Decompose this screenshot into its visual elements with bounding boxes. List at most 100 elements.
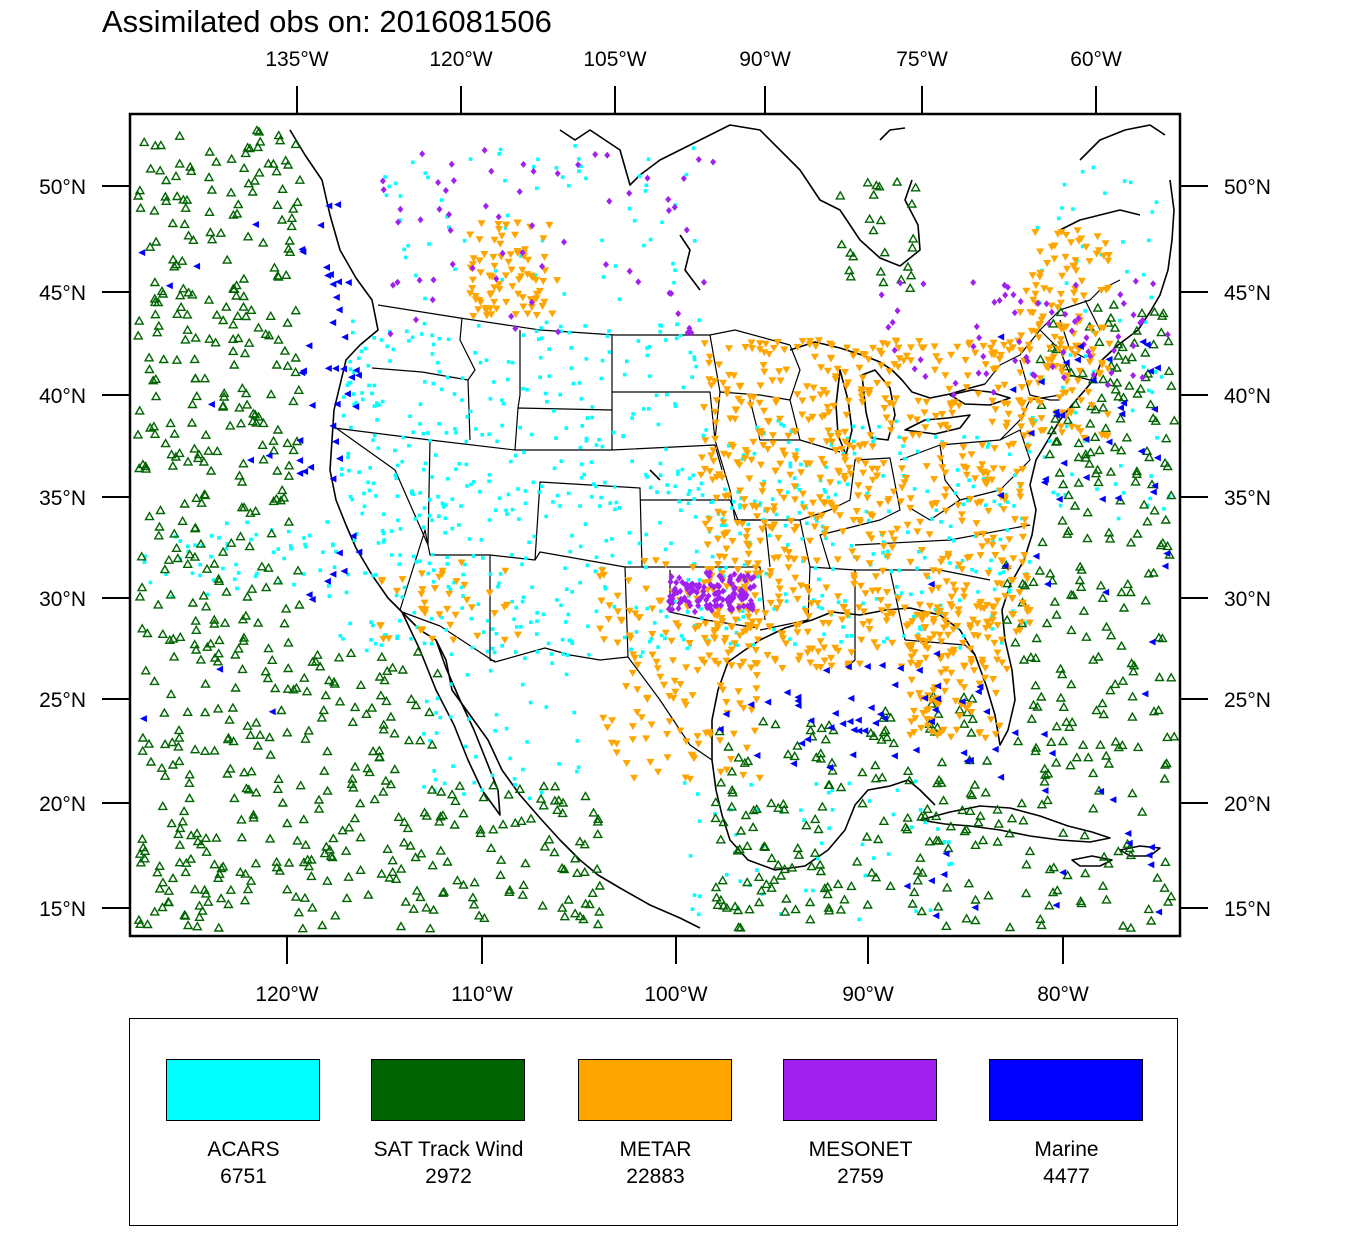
station-marker <box>379 338 384 342</box>
station-marker <box>1090 468 1102 478</box>
station-marker <box>809 499 817 507</box>
station-marker <box>1025 380 1034 388</box>
station-marker <box>698 894 702 898</box>
station-marker <box>1115 333 1122 341</box>
station-marker <box>149 675 160 686</box>
station-marker <box>751 660 760 667</box>
station-marker <box>380 186 387 194</box>
station-marker <box>1036 691 1047 701</box>
station-marker <box>663 636 667 641</box>
station-marker <box>1003 400 1012 408</box>
station-marker <box>411 554 416 559</box>
station-marker <box>347 773 358 783</box>
station-marker <box>756 382 765 390</box>
station-marker <box>421 525 426 530</box>
station-marker <box>417 570 426 578</box>
station-marker <box>722 699 731 706</box>
station-marker <box>612 740 621 748</box>
station-marker <box>1023 608 1032 616</box>
station-marker <box>713 624 722 632</box>
station-marker <box>919 590 924 595</box>
station-marker <box>138 136 150 147</box>
station-marker <box>316 712 328 722</box>
station-marker <box>1036 248 1045 256</box>
station-marker <box>667 637 676 645</box>
station-marker <box>899 357 908 365</box>
station-marker <box>873 379 882 387</box>
station-marker <box>545 399 549 404</box>
station-marker <box>586 624 590 629</box>
station-marker <box>693 667 702 675</box>
station-marker <box>1147 238 1151 243</box>
station-marker <box>861 831 873 841</box>
station-marker <box>1061 361 1072 371</box>
station-marker <box>1097 592 1109 602</box>
station-marker <box>1087 767 1099 778</box>
station-marker <box>482 312 491 320</box>
station-marker <box>468 276 477 284</box>
station-marker <box>422 732 426 736</box>
station-marker <box>710 812 721 823</box>
station-marker <box>973 531 982 539</box>
station-marker <box>645 346 649 350</box>
station-marker <box>564 587 569 591</box>
station-marker <box>449 636 458 644</box>
station-marker <box>703 586 712 594</box>
station-marker <box>950 646 958 654</box>
station-marker <box>191 492 202 502</box>
station-marker <box>921 624 930 632</box>
station-marker <box>1020 552 1029 559</box>
station-marker <box>1080 434 1089 442</box>
station-marker <box>241 783 252 793</box>
station-marker <box>776 377 785 385</box>
station-marker <box>1017 347 1026 355</box>
station-marker <box>133 315 145 325</box>
station-marker <box>182 706 193 716</box>
station-marker <box>813 824 824 834</box>
station-marker <box>472 780 477 785</box>
station-marker <box>510 507 515 512</box>
station-marker <box>184 777 195 787</box>
bottom-lon-labels: 120°W 110°W 100°W 90°W 80°W <box>255 983 1089 1006</box>
station-marker <box>514 783 526 793</box>
map-title: Assimilated obs on: 2016081506 <box>102 4 552 39</box>
station-marker <box>784 564 793 572</box>
station-marker <box>157 902 168 912</box>
station-marker <box>692 497 696 501</box>
station-marker <box>903 521 912 529</box>
station-marker <box>991 731 1000 739</box>
station-marker <box>820 460 829 468</box>
station-marker <box>645 353 650 358</box>
station-marker <box>504 258 513 266</box>
station-marker <box>487 473 492 477</box>
station-marker <box>1016 482 1025 489</box>
station-marker <box>137 833 148 843</box>
station-marker <box>209 534 214 538</box>
station-marker <box>142 560 147 564</box>
station-marker <box>464 462 469 467</box>
station-marker <box>474 427 478 431</box>
station-marker <box>671 203 678 211</box>
station-marker <box>198 590 209 600</box>
station-marker <box>1043 900 1055 910</box>
top-lon-ticks <box>296 86 1097 114</box>
station-marker <box>803 628 812 636</box>
station-marker <box>1113 482 1118 486</box>
station-marker <box>480 432 484 437</box>
station-marker <box>549 781 561 791</box>
station-marker <box>861 460 870 468</box>
station-marker <box>802 605 806 610</box>
station-marker <box>934 695 942 703</box>
station-marker <box>841 438 850 446</box>
station-marker <box>1083 354 1088 358</box>
station-marker <box>328 676 340 686</box>
station-marker <box>357 356 361 360</box>
station-marker <box>1034 334 1043 342</box>
station-marker <box>569 346 573 350</box>
station-marker <box>910 182 921 192</box>
station-marker <box>234 562 238 567</box>
station-marker <box>1060 345 1069 353</box>
station-marker <box>217 536 221 540</box>
station-marker <box>730 640 739 648</box>
station-marker <box>659 324 663 328</box>
